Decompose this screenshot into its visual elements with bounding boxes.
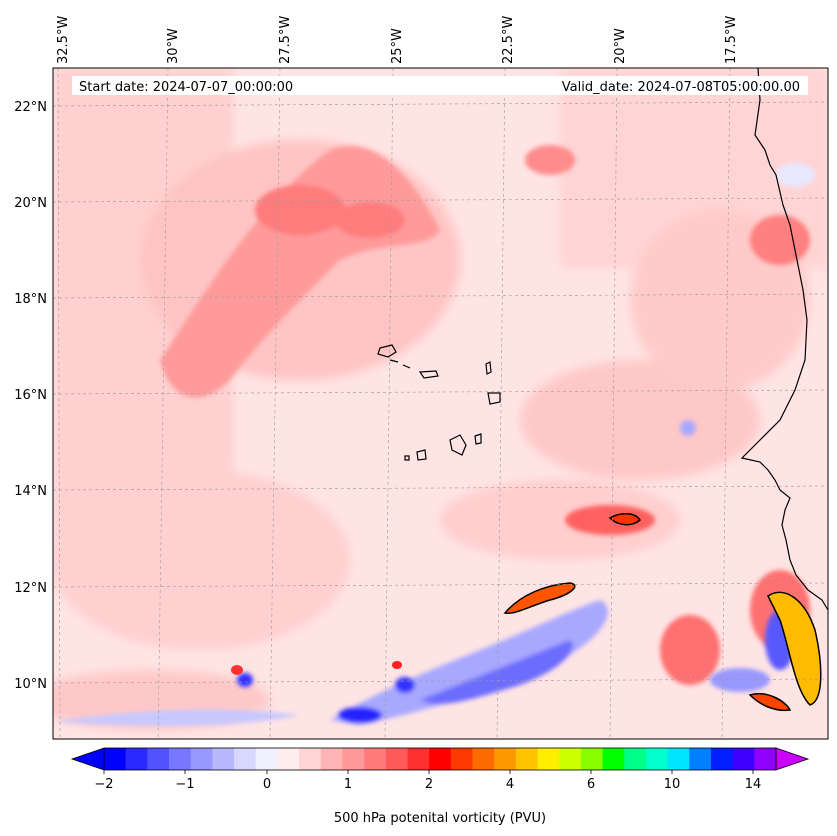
colorbar-tick-label: 0 — [263, 777, 271, 792]
pv-field-high-values — [231, 513, 822, 712]
latitude-labels: 22°N 20°N 18°N 16°N 14°N 12°N 10°N — [14, 100, 47, 692]
coastline — [377, 68, 828, 611]
lon-label-17-5w: 17.5°W — [724, 16, 739, 64]
lon-label-27-5w: 27.5°W — [278, 16, 293, 64]
pv-field-blue — [60, 163, 815, 726]
colorbar-tick-label: 2 — [425, 777, 433, 792]
colorbar-extend-min — [70, 747, 105, 771]
colorbar-bin — [147, 748, 170, 770]
colorbar-bin — [450, 748, 474, 770]
gridlines — [53, 68, 828, 739]
colorbar-bin — [190, 748, 213, 770]
colorbar-bin — [255, 748, 278, 770]
colorbar-bin — [104, 748, 127, 770]
lat-label-20n: 20°N — [14, 196, 47, 211]
colorbar-bins — [104, 748, 777, 770]
colorbar-bin — [277, 748, 300, 770]
header-background — [72, 76, 808, 95]
header-info-box: Start date: 2024-07-07_00:00:00 Valid_da… — [72, 76, 808, 95]
lat-label-14n: 14°N — [14, 484, 47, 499]
colorbar-bin — [125, 748, 148, 770]
colorbar-bin — [299, 748, 322, 770]
colorbar-bin — [624, 748, 647, 770]
colorbar-bin — [732, 748, 755, 770]
colorbar-bin — [212, 748, 235, 770]
colorbar-bin — [580, 748, 604, 770]
colorbar-tick-label: 1 — [344, 777, 352, 792]
lon-label-22-5w: 22.5°W — [501, 16, 516, 64]
colorbar-bin — [169, 748, 192, 770]
start-date-label: Start date: 2024-07-07_00:00:00 — [79, 80, 293, 95]
map-frame — [52, 67, 829, 740]
colorbar-bin — [754, 748, 777, 770]
lat-label-22n: 22°N — [14, 100, 47, 115]
map-area — [53, 68, 828, 739]
colorbar-bin — [407, 748, 430, 770]
colorbar-tick-label: −1 — [175, 777, 194, 792]
colorbar-bin — [689, 748, 712, 770]
colorbar-bin — [515, 748, 539, 770]
colorbar-tick-label: 14 — [745, 777, 762, 792]
lat-label-16n: 16°N — [14, 388, 47, 403]
valid-date-label: Valid_date: 2024-07-08T05:00:00.00 — [562, 80, 800, 95]
colorbar-bin — [364, 748, 387, 770]
lat-label-10n: 10°N — [14, 677, 47, 692]
colorbar-tick-label: 10 — [664, 777, 681, 792]
colorbar-bin — [645, 748, 669, 770]
colorbar-bin — [537, 748, 560, 770]
colorbar-bin — [602, 748, 625, 770]
colorbar-bin — [667, 748, 690, 770]
colorbar: −2 −1 0 1 2 4 6 10 14 500 hPa potenital vorticit… — [70, 747, 810, 826]
colorbar-bin — [342, 748, 365, 770]
colorbar-tick-label: 4 — [506, 777, 514, 792]
colorbar-bin — [559, 748, 582, 770]
colorbar-frame — [103, 747, 777, 771]
colorbar-tick-label: −2 — [94, 777, 113, 792]
colorbar-bin — [429, 748, 452, 770]
colorbar-extend-max — [775, 747, 810, 771]
colorbar-ticks: −2 −1 0 1 2 4 6 10 14 — [94, 770, 761, 792]
lat-label-12n: 12°N — [14, 581, 47, 596]
colorbar-bin — [472, 748, 495, 770]
lon-label-30w: 30°W — [166, 28, 181, 64]
lon-label-20w: 20°W — [613, 28, 628, 64]
colorbar-bin — [320, 748, 343, 770]
colorbar-tick-label: 6 — [587, 777, 595, 792]
lon-label-25w: 25°W — [390, 28, 405, 64]
colorbar-bin — [234, 748, 257, 770]
colorbar-title: 500 hPa potenital vorticity (PVU) — [334, 811, 546, 826]
colorbar-bin — [710, 748, 734, 770]
lat-label-18n: 18°N — [14, 292, 47, 307]
longitude-labels: 32.5°W 30°W 27.5°W 25°W 22.5°W 20°W 17.5… — [56, 16, 739, 64]
lon-label-32-5w: 32.5°W — [56, 16, 71, 64]
colorbar-bin — [494, 748, 517, 770]
colorbar-bin — [385, 748, 408, 770]
